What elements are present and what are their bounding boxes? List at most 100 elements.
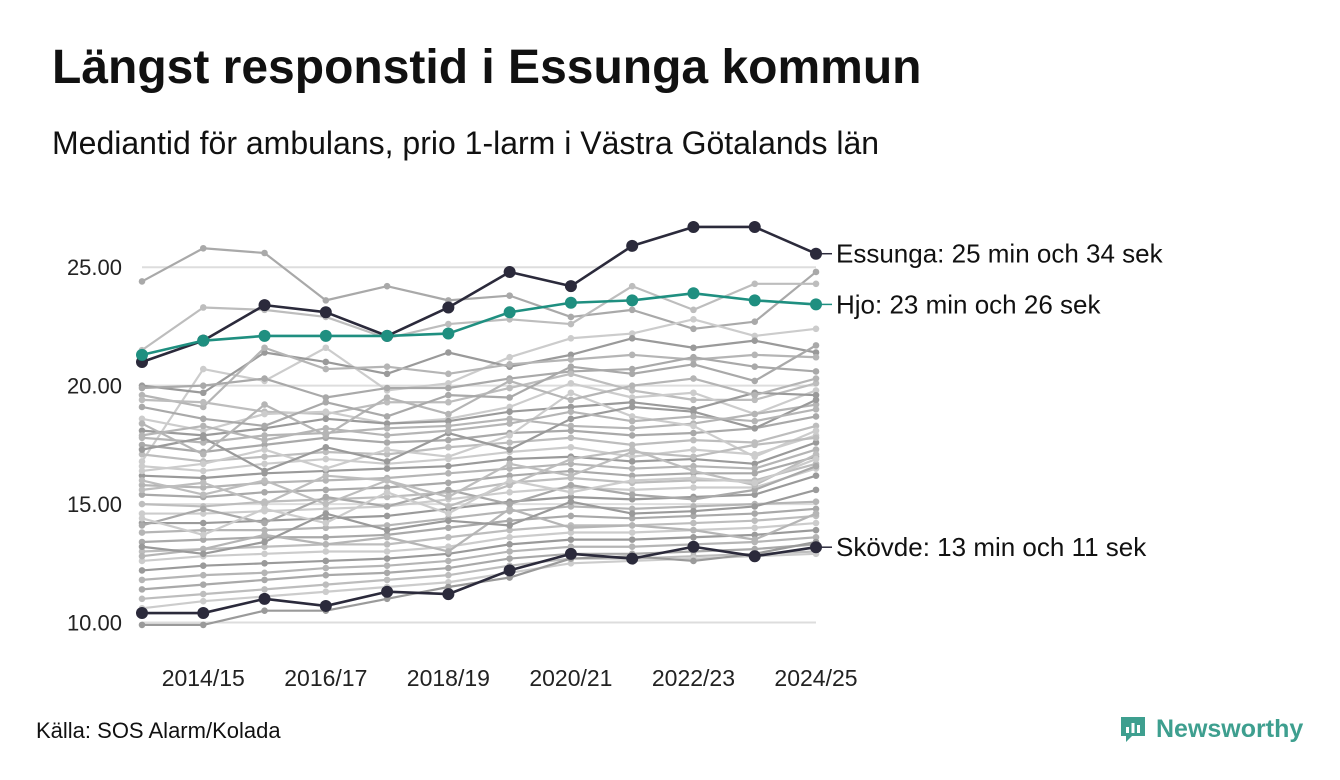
y-axis: 10.00 15.00 20.00 25.00 (67, 255, 122, 635)
data-point (690, 467, 697, 475)
data-point (138, 538, 146, 546)
data-point (628, 330, 636, 337)
data-point (506, 526, 513, 534)
series-line (141, 344, 817, 428)
data-point (506, 517, 513, 524)
data-point (383, 526, 391, 534)
data-point (812, 526, 820, 534)
data-point (506, 420, 513, 427)
series-line (141, 408, 817, 442)
data-point (445, 349, 452, 356)
data-point (322, 455, 330, 463)
data-point (690, 503, 697, 510)
data-point (812, 505, 820, 513)
data-point (322, 408, 330, 416)
data-point (567, 363, 575, 371)
data-point (445, 422, 452, 430)
data-point (567, 427, 575, 434)
data-point (445, 384, 452, 392)
data-point (812, 391, 820, 399)
data-point (812, 379, 820, 387)
data-point (628, 370, 636, 378)
data-point (445, 453, 452, 461)
data-point (567, 351, 575, 359)
data-point (138, 486, 146, 494)
data-point (136, 607, 148, 620)
data-point (199, 510, 207, 517)
data-point (506, 415, 513, 423)
data-point (322, 297, 330, 304)
data-point (199, 526, 207, 534)
data-point (261, 446, 268, 453)
data-point (322, 500, 330, 508)
data-point (506, 394, 513, 401)
newsworthy-logo-text: Newsworthy (1156, 714, 1304, 743)
data-point (812, 375, 820, 382)
data-point (138, 446, 146, 453)
data-point (261, 488, 268, 496)
data-point (812, 462, 820, 470)
series-line (141, 403, 817, 444)
data-point (383, 484, 391, 491)
data-point (628, 351, 636, 359)
data-point (138, 391, 146, 399)
series-kommun-a (138, 244, 820, 333)
data-point (628, 282, 636, 290)
data-point (445, 493, 452, 501)
data-point (812, 368, 820, 375)
data-point (812, 439, 820, 446)
data-point (322, 571, 330, 579)
data-point (812, 455, 820, 463)
data-point (751, 453, 759, 461)
series-line (141, 521, 817, 563)
data-point (751, 491, 759, 498)
data-point (138, 491, 146, 498)
data-point (812, 401, 820, 408)
data-point (199, 398, 207, 406)
data-point (628, 515, 636, 522)
data-point (322, 472, 330, 479)
data-point (261, 441, 268, 449)
data-point (138, 586, 146, 593)
data-point (506, 408, 513, 416)
data-point (567, 529, 575, 536)
data-point (628, 458, 636, 465)
data-point (690, 512, 697, 520)
data-point (506, 548, 513, 555)
data-point (383, 363, 391, 371)
series-kommun-w (138, 519, 820, 565)
data-point (628, 453, 636, 461)
data-point (812, 280, 820, 288)
data-point (261, 422, 268, 430)
data-point (138, 415, 146, 423)
data-point (567, 408, 575, 416)
data-point (258, 592, 271, 605)
data-point (751, 524, 759, 532)
data-point (319, 329, 332, 342)
data-point (567, 498, 575, 506)
source-note: Källa: SOS Alarm/Kolada (36, 718, 281, 743)
data-point (138, 510, 146, 517)
data-point (751, 441, 759, 449)
chart-title: Längst responstid i Essunga kommun (52, 41, 922, 94)
data-point (138, 462, 146, 470)
data-point (199, 304, 207, 311)
data-point (383, 465, 391, 472)
data-point (445, 398, 452, 406)
series-line (141, 391, 817, 437)
data-point (197, 607, 210, 620)
data-point (138, 384, 146, 392)
data-point (690, 375, 697, 382)
data-point (322, 510, 330, 517)
data-point (626, 239, 639, 252)
data-point (199, 460, 207, 468)
data-point (383, 562, 391, 569)
series-hjo: Hjo: 23 min och 26 sek (136, 287, 1101, 361)
data-point (383, 576, 391, 584)
data-point (322, 588, 330, 596)
data-point (690, 325, 697, 333)
data-point (261, 586, 268, 593)
data-point (690, 462, 697, 470)
data-point (138, 458, 146, 465)
data-point (199, 505, 207, 513)
